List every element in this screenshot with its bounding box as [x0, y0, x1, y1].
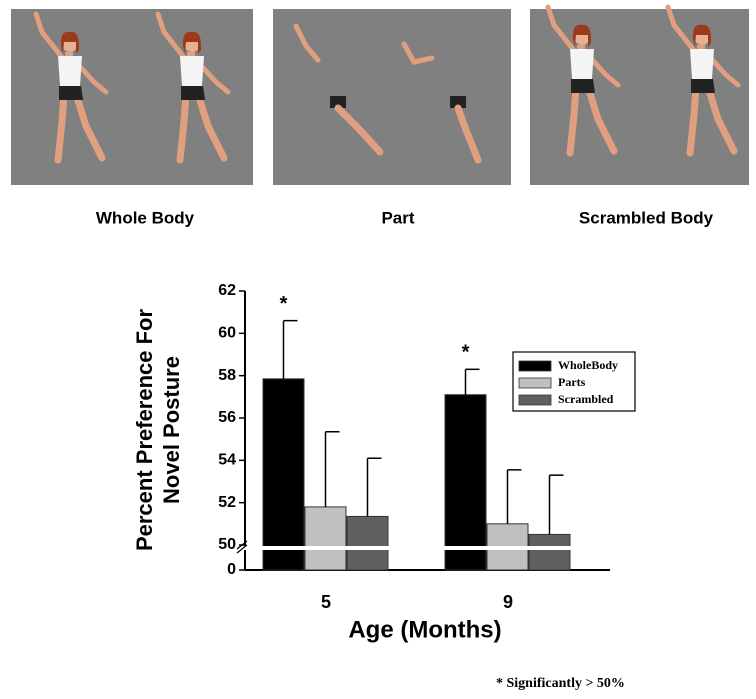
y-axis-label: Percent Preference For	[132, 309, 157, 552]
x-tick-label: 9	[503, 592, 513, 612]
y-tick-label: 0	[227, 561, 236, 578]
y-tick-label: 62	[218, 282, 236, 299]
legend-swatch	[519, 395, 551, 405]
legend-swatch	[519, 361, 551, 371]
figure: Whole Body Part Scrambled Body Percent P…	[0, 0, 756, 694]
bar	[305, 507, 346, 570]
legend-label: Scrambled	[558, 392, 614, 406]
y-tick-label: 60	[218, 325, 236, 342]
bar	[347, 516, 388, 570]
bar	[263, 379, 304, 570]
y-tick-label: 56	[218, 409, 236, 426]
legend-label: Parts	[558, 375, 586, 389]
legend-swatch	[519, 378, 551, 388]
significance-marker: *	[280, 293, 288, 315]
axis-break	[237, 546, 602, 550]
panel-label: Whole Body	[96, 208, 195, 227]
y-tick-label: 52	[218, 494, 236, 511]
y-tick-label: 54	[218, 452, 236, 469]
y-tick-label: 50	[218, 536, 236, 553]
legend-label: WholeBody	[558, 358, 618, 372]
bar	[529, 534, 570, 570]
plot: 0 50 52 54 56 58 60 62 5 * 9 * WholeBody Parts Scrambl…	[218, 282, 635, 612]
bar	[445, 395, 486, 570]
x-axis-label: Age (Months)	[348, 616, 501, 643]
panel-label: Scrambled Body	[579, 208, 714, 227]
x-tick-label: 5	[321, 592, 331, 612]
y-tick-label: 58	[218, 367, 236, 384]
footnote: * Significantly > 50%	[496, 676, 625, 691]
significance-marker: *	[462, 342, 470, 364]
y-axis-label: Novel Posture	[159, 356, 184, 504]
panel-label: Part	[381, 208, 414, 227]
